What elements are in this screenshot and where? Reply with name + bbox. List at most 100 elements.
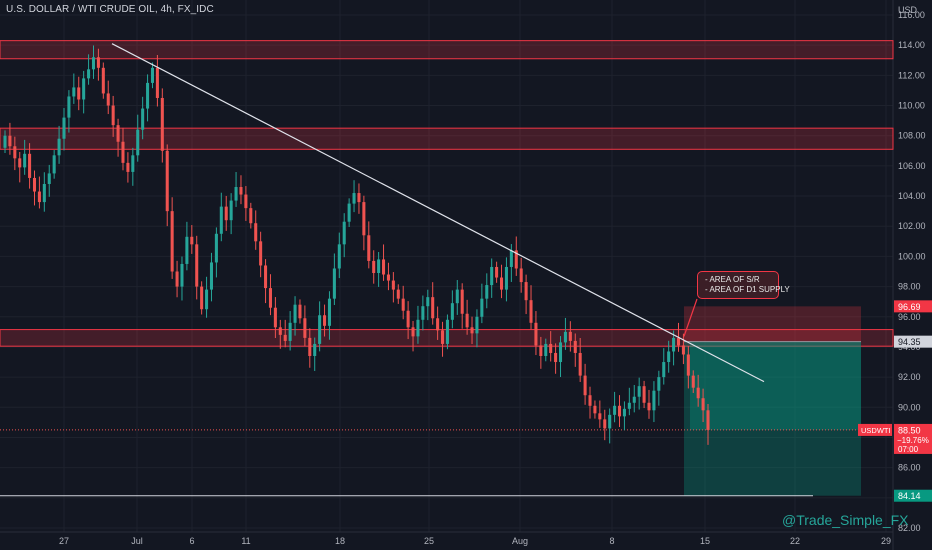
candle-body — [155, 67, 159, 98]
candle-body — [298, 304, 302, 319]
candle-body — [254, 223, 258, 242]
candle-body — [165, 150, 169, 212]
candle-body — [264, 265, 268, 289]
candle-body — [219, 206, 223, 234]
candle-body — [411, 327, 415, 337]
entry-price-tag-bg — [894, 335, 932, 348]
candle-body — [136, 129, 140, 156]
trendline — [111, 43, 765, 383]
candle-body — [249, 208, 253, 224]
profit-progress — [690, 341, 861, 430]
candle-body — [313, 343, 317, 356]
candle-body — [554, 352, 558, 363]
chart-title: U.S. DOLLAR / WTI CRUDE OIL, 4h, FX_IDC — [6, 4, 214, 15]
take-profit-area — [684, 341, 861, 496]
y-tick-label: 106.00 — [898, 161, 926, 171]
y-tick-label: 104.00 — [898, 191, 926, 201]
sr-zone — [0, 127, 894, 150]
last-change: −19.76% — [897, 436, 929, 445]
candle-body — [593, 405, 597, 414]
candle-body — [170, 211, 174, 272]
candle-body — [519, 268, 523, 283]
candle-body — [342, 221, 346, 245]
candle-body — [131, 155, 135, 172]
candle-body — [82, 78, 86, 100]
x-tick-label: 8 — [609, 536, 614, 546]
candle-body — [588, 395, 592, 406]
annotation-callout[interactable]: - AREA OF S/R - AREA OF D1 SUPPLY — [697, 271, 790, 299]
candle-body — [42, 183, 46, 203]
candle-body — [681, 345, 685, 355]
candle-body — [283, 334, 287, 341]
candle-body — [672, 337, 676, 352]
candle-body — [327, 298, 331, 326]
candle-body — [603, 419, 607, 429]
candle-body — [239, 187, 243, 195]
candle-body — [377, 259, 381, 274]
candle-body — [13, 146, 17, 159]
y-tick-label: 82.00 — [898, 523, 921, 533]
x-tick-label: 6 — [189, 536, 194, 546]
candle-body — [460, 289, 464, 314]
candle-body — [67, 96, 71, 118]
candle-body — [209, 262, 213, 290]
candle-body — [568, 331, 572, 341]
candle-body — [500, 277, 504, 290]
candle-body — [622, 408, 626, 417]
candle-body — [436, 318, 440, 331]
candle-body — [205, 289, 209, 310]
candle-body — [558, 342, 563, 363]
candle-body — [598, 413, 602, 420]
candle-body — [47, 173, 51, 184]
candle-body — [441, 330, 445, 344]
bar-countdown: 07:00 — [898, 445, 919, 454]
candle-body — [632, 396, 636, 403]
candle-body — [524, 282, 528, 301]
candle-body — [686, 354, 690, 376]
candle-body — [337, 244, 341, 269]
candle-body — [495, 266, 499, 278]
y-tick-label: 98.00 — [898, 282, 921, 292]
candle-body — [121, 141, 125, 163]
candle-body — [529, 300, 533, 323]
candle-body — [691, 375, 695, 388]
candle-body — [146, 82, 150, 109]
watermark: @Trade_Simple_FX — [782, 512, 909, 528]
candle-body — [8, 135, 12, 147]
candle-body — [278, 327, 282, 335]
candle-body — [613, 405, 617, 415]
candle-body — [416, 319, 420, 337]
candle-body — [87, 69, 91, 79]
y-tick-label: 108.00 — [898, 131, 926, 141]
candle-body — [101, 67, 105, 94]
candle-body — [268, 288, 272, 308]
candle-body — [37, 191, 41, 203]
candle-body — [347, 203, 351, 222]
callout-line-2: - AREA OF D1 SUPPLY — [705, 285, 790, 294]
candle-body — [391, 280, 395, 290]
candle-body — [57, 138, 61, 156]
candle-body — [352, 193, 356, 204]
candle-body — [273, 307, 277, 328]
candle-body — [23, 153, 27, 168]
stop-price-tag-bg — [894, 300, 932, 313]
candle-body — [549, 343, 553, 353]
y-tick-label: 100.00 — [898, 251, 926, 261]
sr-zone — [0, 40, 894, 60]
candle-body — [657, 377, 661, 391]
candle-body — [357, 193, 361, 203]
last-price-tag-bg — [894, 423, 932, 454]
candle-body — [431, 297, 435, 319]
candle-body — [77, 87, 81, 100]
candle-body — [617, 405, 622, 417]
stop-price-tag: 96.69 — [898, 302, 921, 312]
x-tick-label: 25 — [424, 536, 434, 546]
callout-line-1: - AREA OF S/R — [705, 275, 760, 284]
candle-body — [141, 108, 145, 130]
y-tick-label: 116.00 — [898, 10, 925, 20]
candle-body — [244, 194, 248, 209]
candle-body — [229, 200, 233, 221]
candle-body — [18, 158, 22, 168]
candle-body — [578, 352, 582, 376]
